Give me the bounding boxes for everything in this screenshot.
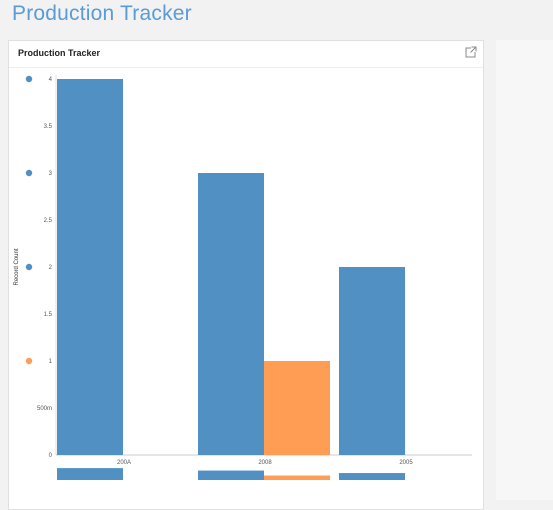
y-tick-label: 2	[49, 265, 53, 271]
legend-marker	[25, 75, 33, 83]
y-axis-title: Record Count	[14, 248, 20, 285]
y-tick-label: 4	[49, 77, 53, 83]
page-title: Production Tracker	[12, 2, 192, 25]
y-tick-label: 500m	[37, 406, 52, 412]
card-title: Production Tracker	[18, 48, 101, 58]
legend-marker	[25, 357, 33, 365]
bar	[57, 79, 123, 455]
bar	[339, 267, 405, 455]
y-tick-label: 1	[49, 359, 53, 365]
y-tick-label: 1.5	[44, 312, 53, 318]
legend-marker	[25, 169, 33, 177]
y-tick-label: 3.5	[44, 124, 53, 130]
bar	[264, 361, 330, 455]
y-tick-label: 3	[49, 171, 53, 177]
y-tick-label: 0	[49, 453, 53, 459]
open-in-new-icon[interactable]	[465, 46, 477, 58]
right-panel	[496, 40, 553, 500]
x-tick-label: 2008	[258, 460, 272, 466]
overview-bar	[339, 473, 405, 480]
overview-bar	[264, 475, 330, 480]
legend-marker	[25, 263, 33, 271]
bar	[198, 173, 264, 455]
overview-bar	[198, 470, 264, 480]
card-header: Production Tracker	[9, 41, 483, 68]
x-tick-label: 200A	[117, 460, 131, 466]
x-tick-label: 2005	[399, 460, 413, 466]
y-tick-label: 2.5	[44, 218, 53, 224]
overview-bar	[57, 468, 123, 480]
